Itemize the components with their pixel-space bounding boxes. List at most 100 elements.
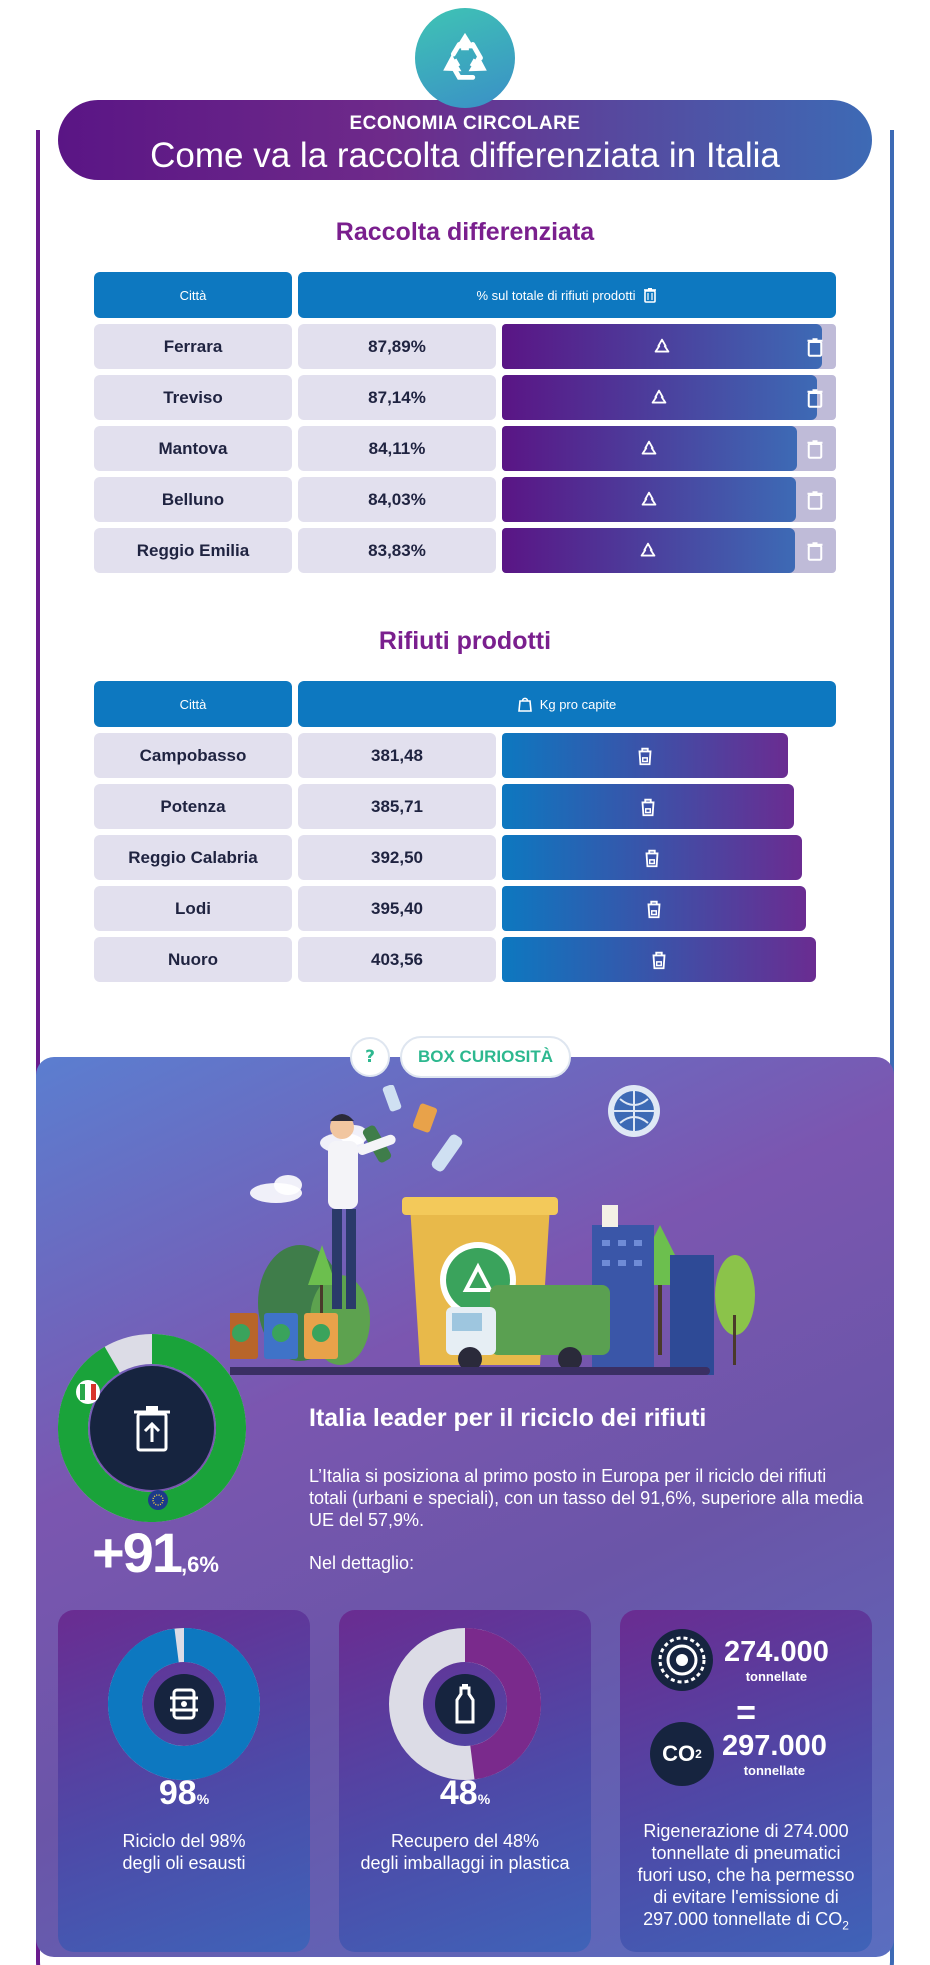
city-cell: Treviso — [94, 375, 292, 420]
bar-track — [502, 937, 836, 982]
header-band: ECONOMIA CIRCOLARE Come va la raccolta d… — [58, 100, 872, 180]
value-bar — [502, 324, 822, 369]
city-cell: Nuoro — [94, 937, 292, 982]
table-row: Mantova 84,11% — [94, 426, 836, 471]
card-caption-text: 297.000 tonnellate di CO — [643, 1909, 843, 1929]
city-cell: Belluno — [94, 477, 292, 522]
oil-donut — [108, 1628, 260, 1780]
lead-text: L’Italia si posiziona al primo posto in … — [309, 1466, 864, 1530]
card-plastic: 48% Recupero del 48% degli imballaggi in… — [339, 1610, 591, 1952]
question-icon: ? — [350, 1037, 390, 1077]
equals-sign: = — [736, 1694, 756, 1732]
lead-subtitle: Nel dettaglio: — [309, 1553, 415, 1573]
value-bar — [502, 426, 797, 471]
trash-bin-icon — [644, 288, 657, 303]
value-bar — [502, 784, 794, 829]
city-cell: Reggio Emilia — [94, 528, 292, 573]
table-row: Lodi 395,40 — [94, 886, 836, 931]
trash-bag-icon — [638, 747, 652, 765]
value-bar — [502, 375, 817, 420]
col-header-percent: % sul totale di rifiuti prodotti — [298, 272, 836, 318]
value-cell: 84,03% — [298, 477, 496, 522]
value-cell: 87,89% — [298, 324, 496, 369]
bin-upload-icon — [134, 1406, 170, 1452]
plastic-bottle-icon — [455, 1684, 475, 1724]
card-caption: Rigenerazione di 274.000 tonnellate di p… — [620, 1820, 872, 1937]
donut-center — [435, 1674, 495, 1734]
table-row: Belluno 84,03% — [94, 477, 836, 522]
eu-flag-icon — [148, 1490, 168, 1510]
italy-flag-icon — [76, 1380, 100, 1404]
card-caption-line: Rigenerazione di 274.000 — [643, 1821, 849, 1841]
curiosity-label: BOX CURIOSITÀ — [400, 1036, 572, 1078]
bar-track — [502, 835, 836, 880]
page-frame — [36, 130, 894, 1965]
recycle-icon — [443, 32, 487, 80]
value-cell: 392,50 — [298, 835, 496, 880]
curiosity-tab: ? BOX CURIOSITÀ — [350, 1035, 572, 1079]
value-cell: 84,11% — [298, 426, 496, 471]
value-bar — [502, 937, 816, 982]
waste-table: Città Kg pro capite Campobasso 381,48 Pote… — [94, 681, 836, 982]
table-row: Nuoro 403,56 — [94, 937, 836, 982]
trash-bag-icon — [645, 849, 659, 867]
table-row: Potenza 385,71 — [94, 784, 836, 829]
table-header: Città % sul totale di rifiuti prodotti — [94, 272, 836, 318]
recycle-icon — [652, 389, 667, 403]
city-cell: Ferrara — [94, 324, 292, 369]
card-caption-line: di evitare l'emissione di — [653, 1887, 839, 1907]
co2-amount: 297.000 — [722, 1730, 827, 1762]
col-header-city: Città — [94, 272, 292, 318]
trash-bin-icon — [807, 490, 823, 510]
table1-title: Raccolta differenziata — [335, 218, 595, 246]
co2-icon-sub: 2 — [695, 1747, 702, 1761]
card-percentage-value: 48 — [439, 1774, 478, 1812]
oil-barrel-icon — [170, 1688, 198, 1720]
co2-icon-label: CO — [662, 1741, 696, 1766]
card-percentage: 98% — [58, 1774, 310, 1813]
card-caption-line: 297.000 tonnellate di CO2 — [620, 1908, 872, 1937]
recycle-icon — [641, 542, 656, 556]
italy-recycling-donut — [58, 1334, 246, 1522]
co2-icon: CO 2 — [650, 1722, 714, 1786]
value-bar — [502, 733, 789, 778]
table-row: Campobasso 381,48 — [94, 733, 836, 778]
city-cell: Potenza — [94, 784, 292, 829]
recycle-icon — [641, 491, 657, 505]
card-caption-line: Recupero del 48% — [390, 1831, 540, 1851]
value-bar — [502, 835, 802, 880]
page-title: Come va la raccolta differenziata in Ita… — [150, 136, 780, 175]
card-tyres: 274.000 tonnellate = CO 2 297.000 tonnell… — [620, 1610, 872, 1952]
bar-track — [502, 784, 836, 829]
donut-value-arc — [464, 1628, 541, 1780]
tyre-icon — [651, 1629, 713, 1691]
header-kicker: ECONOMIA CIRCOLARE — [349, 113, 581, 134]
donut-value-arc — [58, 1334, 246, 1522]
bar-track — [502, 426, 836, 471]
tyres-stat: 274.000 tonnellate — [650, 1628, 829, 1692]
bar-track — [502, 324, 836, 369]
donut-value-arc — [108, 1628, 260, 1780]
card-caption-line: degli imballaggi in plastica — [360, 1853, 570, 1873]
value-cell: 381,48 — [298, 733, 496, 778]
trash-bin-icon — [807, 388, 823, 408]
col-header-kg-label: Kg pro capite — [539, 696, 617, 712]
lead-title: Italia leader per il riciclo dei rifiuti — [309, 1404, 707, 1432]
table-row: Reggio Calabria 392,50 — [94, 835, 836, 880]
co2-unit: tonnellate — [743, 1763, 806, 1778]
main-percentage-dec: ,6% — [181, 1552, 219, 1577]
card-percentage-unit: % — [196, 1791, 210, 1807]
globe-icon — [608, 1085, 660, 1137]
city-cell: Campobasso — [94, 733, 292, 778]
main-percentage-int: +91 — [92, 1521, 183, 1584]
bar-track — [502, 528, 836, 573]
main-percentage: +91,6% — [92, 1520, 219, 1585]
value-cell: 385,71 — [298, 784, 496, 829]
table-row: Treviso 87,14% — [94, 375, 836, 420]
city-cell: Reggio Calabria — [94, 835, 292, 880]
bar-track — [502, 477, 836, 522]
bar-track — [502, 886, 836, 931]
card-caption-sub: 2 — [842, 1918, 849, 1933]
value-cell: 83,83% — [298, 528, 496, 573]
tyres-unit: tonnellate — [745, 1669, 808, 1684]
